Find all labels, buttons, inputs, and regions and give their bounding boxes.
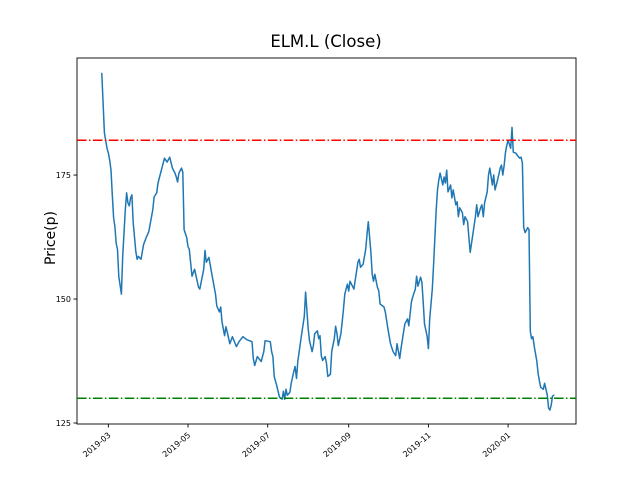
x-tick-label: 2019-07 <box>241 431 272 459</box>
x-tick-label: 2019-05 <box>161 431 192 459</box>
tick-layer: 125 150 175 2019-03 2019-05 2019-07 2019-09 201… <box>56 171 513 459</box>
x-tick-label: 2019-03 <box>81 431 112 459</box>
chart-title: ELM.L (Close) <box>270 32 381 51</box>
price-line <box>101 72 555 411</box>
y-tick-label: 125 <box>56 419 71 428</box>
x-tick-label: 2019-11 <box>401 431 432 459</box>
threshold-lines-layer <box>77 139 576 399</box>
plot-area <box>76 57 577 425</box>
y-axis-label: Price(p) <box>43 211 59 265</box>
series-layer <box>101 72 555 411</box>
x-tick-label: 2020-01 <box>481 431 512 459</box>
y-tick-label: 175 <box>56 171 71 180</box>
x-tick-label: 2019-09 <box>322 431 353 459</box>
y-tick-label: 150 <box>56 295 71 304</box>
